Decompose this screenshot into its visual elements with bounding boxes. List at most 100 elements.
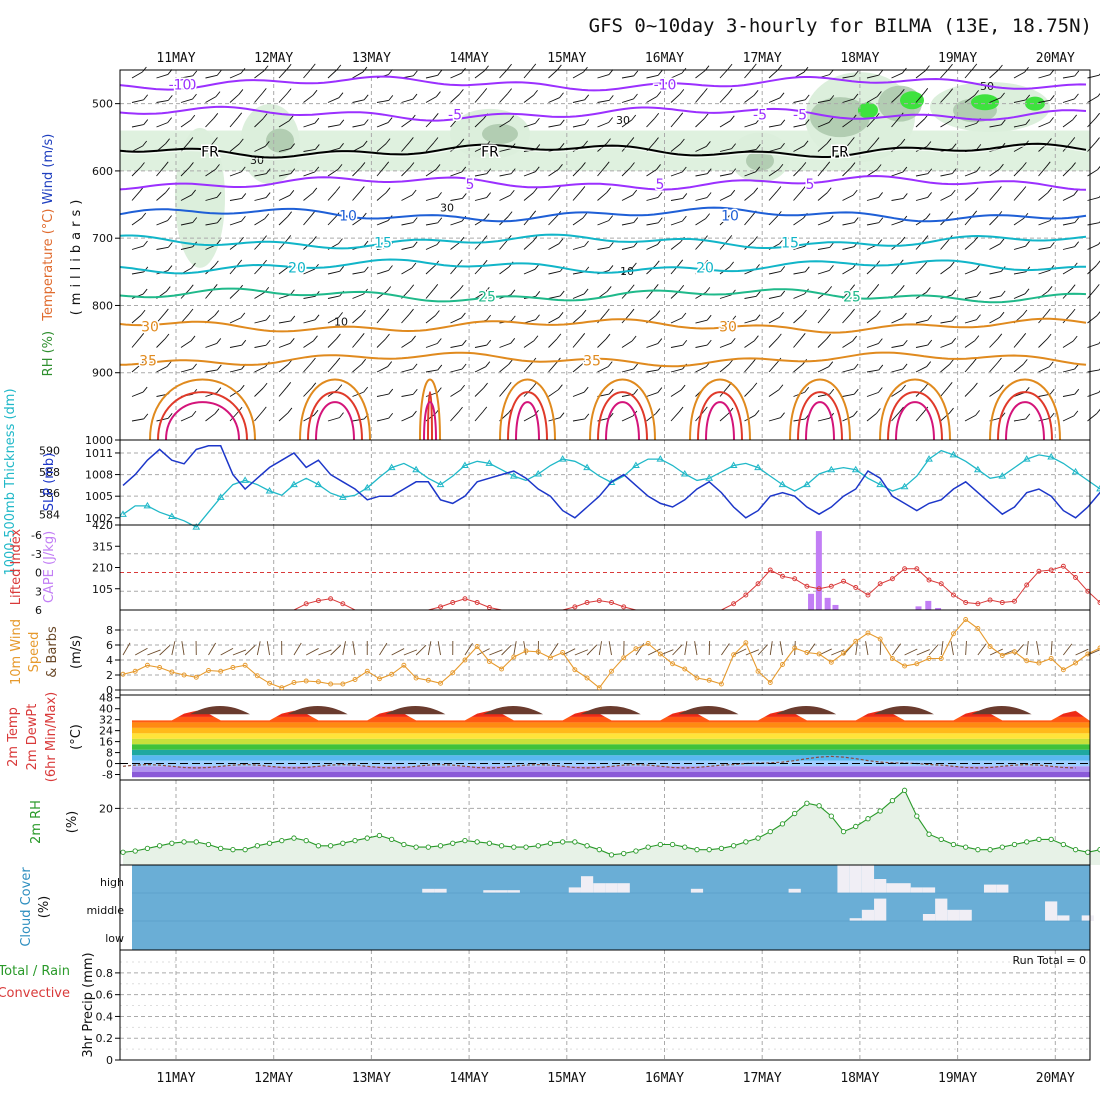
date-label-top: 12MAY [254,51,293,66]
lifted-index-point [767,567,773,573]
wind-barb [376,338,386,348]
wind-barb-flag [261,406,267,413]
wind-barb [254,411,263,422]
wind-barb-flag [876,164,882,170]
wind-barb [940,173,953,177]
wind10m-barb [647,648,661,656]
wind-barb [670,241,681,250]
wind-barb-flag [927,168,933,175]
wind10m-barb [159,645,171,656]
wind10m-point [682,666,688,672]
li-tick-label: 0 [35,567,42,580]
wind-barb [1062,194,1074,201]
thickness-point [607,478,616,485]
wind-barb [891,344,904,348]
isotherm-label: FR [201,145,219,161]
wind-barb [376,192,387,201]
wind-barb [793,217,804,226]
wind-barb-flag [927,339,933,346]
rh2m-point [718,845,725,852]
wind-barb [156,192,166,201]
rh2m-point [205,841,212,848]
wind-barb-flag [241,215,246,222]
wind-barb [401,142,410,152]
wind-barb [205,74,218,79]
wind10m-barb [598,641,603,656]
wind-barb-flag [436,91,441,97]
wind-barb-flag [706,339,712,346]
surface-isotherm [887,391,943,441]
high-cloud-bar [837,865,850,893]
wind-barb-flag [656,164,661,170]
rh2m-point [1048,836,1054,843]
wind-barb [597,338,607,348]
wind-barb [646,369,659,373]
rh2m-label: 2m RH [29,800,44,844]
wind-barb [572,418,585,422]
isotherm-5 [119,174,1087,191]
wind-barb-flag [655,408,661,414]
wind-barb [180,142,190,152]
wind-barb-flag [286,63,292,70]
wind10m-marks [120,617,1100,691]
wind-barb-flag [974,90,979,96]
wind-barb [793,293,805,299]
thickness-point [1096,484,1100,492]
wind-barb [719,363,730,373]
wind-barb-flag [535,291,541,297]
wind-barb-flag [558,312,564,318]
wind-barb [989,389,1000,397]
lifted-index-point [621,604,627,610]
wind-barb [229,72,242,79]
wind-barb [1087,74,1100,79]
lifted-index-point [755,581,761,587]
wind10m-point [438,680,443,686]
lifted-index-point [450,600,456,605]
wind10m-point [462,657,468,663]
wind-barb [793,167,803,177]
wind-barb [817,291,828,299]
lifted-index-point [1012,598,1017,604]
wind-barb-flag [385,138,391,144]
wind-barb-flag [780,266,786,272]
wind-barb [866,343,879,348]
wind-barb-flag [633,70,639,77]
wind-barb [940,342,952,348]
wind-barb [352,314,362,324]
wind10m-point [242,662,248,668]
wind-barb [989,191,998,201]
rh-area-moist [746,150,774,171]
isotherm-label: -5 [753,108,767,124]
temperature-band [132,760,1090,767]
wind-barb [866,413,877,422]
wind-barb [670,368,683,373]
wind-barb-flag [192,217,198,223]
wind-barb [278,93,288,103]
wind10m-point [645,641,651,646]
lifted-index-point [328,596,334,602]
wind10m-barb [721,643,730,656]
wind10m-barb [181,641,185,656]
wind-barb [352,124,365,128]
top-date-axis: 11MAY 12MAY 13MAY 14MAY 15MAY 16MAY 17MAY 18MAY… [156,51,1075,66]
surface-isotherm [989,378,1061,441]
rh2m-point [535,843,541,849]
li-cape-marks [123,531,1100,611]
wind-barb-flag [385,187,391,193]
wind-barb-flag [1098,241,1100,245]
wind-barb [817,166,827,177]
wind-barb [303,122,316,128]
rh-area-humid [900,91,924,110]
wind10m-barbs-label: & Barbs [45,626,60,678]
temp2m-unit: (°C) [69,724,84,750]
wind-barb [425,74,438,79]
thickness-point [558,455,567,462]
wind-barb-flag [459,138,465,145]
high-cloud-bar [593,883,606,893]
wind-barb [842,368,855,373]
wind-barb [131,391,144,397]
wind-barb-flag [948,63,953,70]
surface-isotherm [879,378,951,441]
wind-barb-flag [925,213,931,219]
wind-barb-flag [731,315,737,322]
